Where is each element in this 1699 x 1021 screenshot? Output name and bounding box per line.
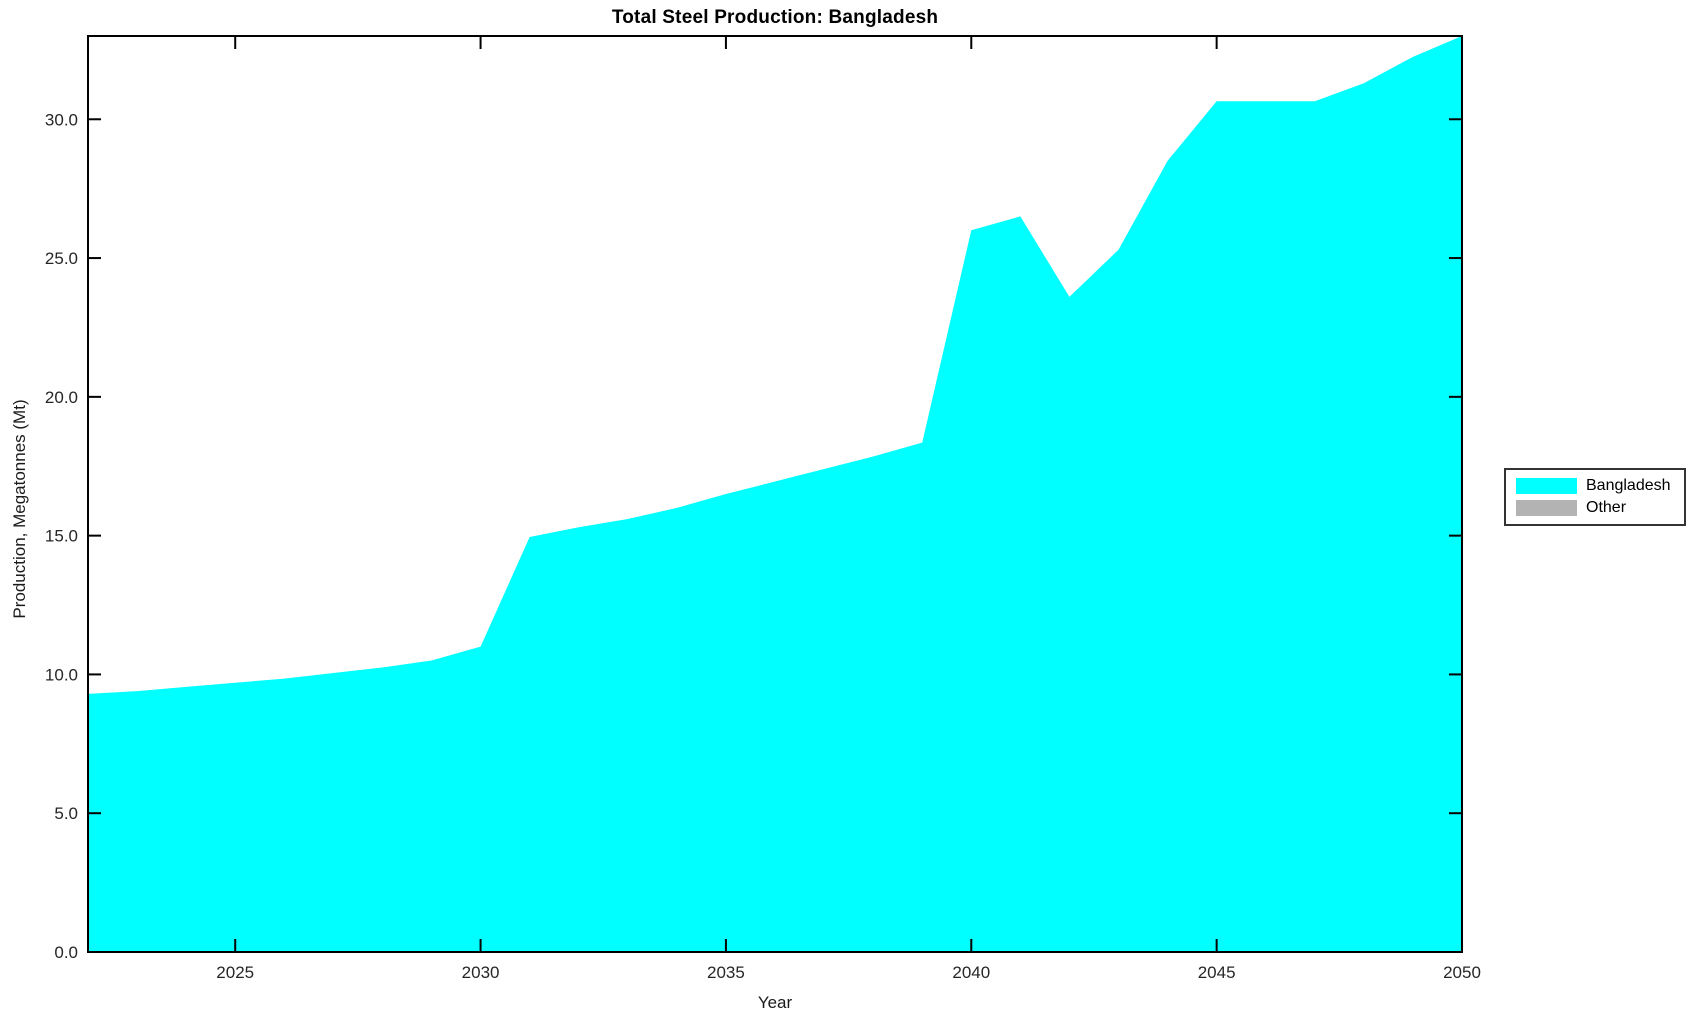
y-axis-label: Production, Megatonnes (Mt) — [10, 399, 29, 619]
x-tick-label: 2035 — [707, 963, 745, 982]
area-series-bangladesh — [88, 36, 1462, 952]
legend-entry-label: Other — [1586, 499, 1627, 516]
x-tick-label: 2050 — [1443, 963, 1481, 982]
plot-border — [87, 35, 1463, 953]
y-tick-label: 30.0 — [45, 110, 78, 129]
y-tick-label: 15.0 — [45, 527, 78, 546]
legend-entry: Other — [1516, 497, 1676, 519]
y-tick-label: 5.0 — [54, 804, 78, 823]
x-tick-label: 2025 — [216, 963, 254, 982]
y-tick-label: 20.0 — [45, 388, 78, 407]
x-tick-label: 2030 — [462, 963, 500, 982]
legend-swatch-icon — [1516, 500, 1577, 516]
x-tick-label: 2040 — [952, 963, 990, 982]
y-tick-label: 0.0 — [54, 943, 78, 962]
legend-entry: Bangladesh — [1516, 475, 1676, 497]
legend-entry-label: Bangladesh — [1586, 477, 1671, 494]
x-axis-label: Year — [757, 993, 793, 1012]
y-tick-label: 25.0 — [45, 249, 78, 268]
legend: Bangladesh Other — [1504, 468, 1686, 526]
chart-title: Total Steel Production: Bangladesh — [611, 7, 939, 28]
x-tick-label: 2045 — [1198, 963, 1236, 982]
legend-swatch-icon — [1516, 478, 1577, 494]
y-tick-label: 10.0 — [45, 665, 78, 684]
